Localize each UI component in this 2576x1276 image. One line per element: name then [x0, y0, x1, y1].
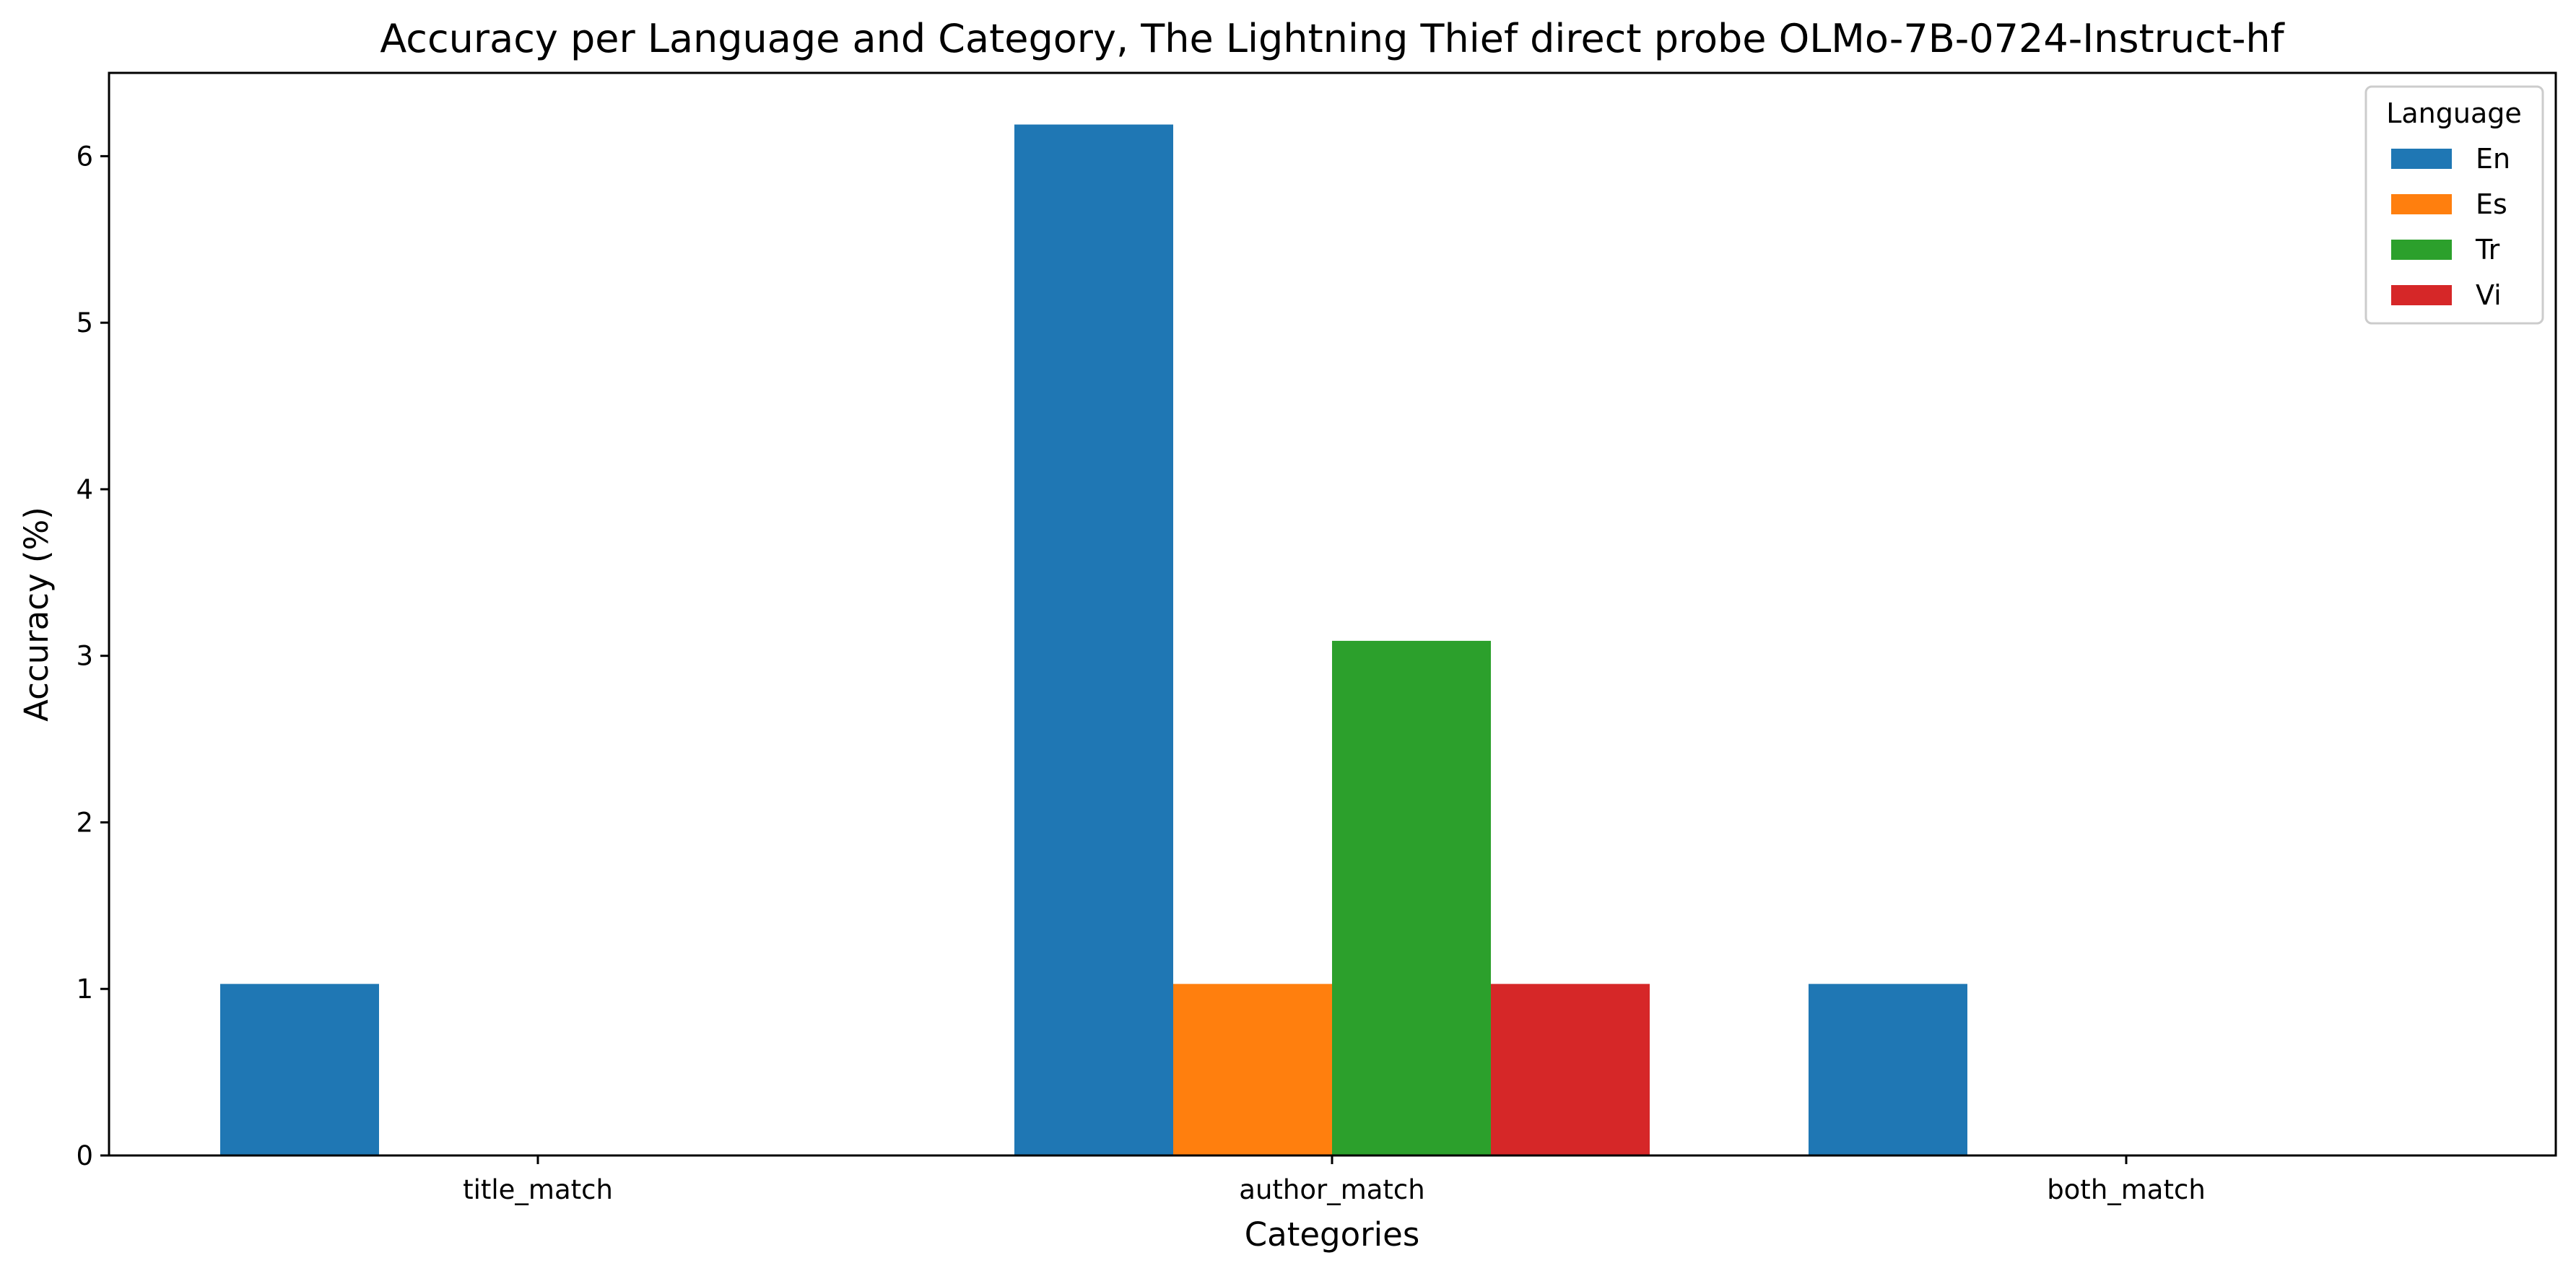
legend-label-en: En [2476, 143, 2510, 175]
chart-title: Accuracy per Language and Category, The … [380, 16, 2285, 61]
y-axis-label: Accuracy (%) [17, 507, 56, 722]
y-tick-label: 5 [76, 307, 93, 338]
y-tick-label: 3 [76, 641, 93, 672]
y-tick-label: 0 [76, 1140, 93, 1171]
legend-items: En Es Tr Vi [2391, 143, 2510, 311]
bar-en-title_match [220, 984, 379, 1155]
x-axis-ticks: title_match author_match both_match [463, 1155, 2206, 1205]
y-tick-label: 6 [76, 141, 93, 172]
x-tick-label-title_match: title_match [463, 1174, 613, 1205]
x-tick-label-both_match: both_match [2047, 1174, 2206, 1205]
bar-es-author_match [1173, 984, 1332, 1155]
bar-en-both_match [1809, 984, 1967, 1155]
legend-box [2364, 85, 2544, 325]
y-tick-label: 2 [76, 807, 93, 838]
bar-tr-author_match [1332, 640, 1491, 1155]
y-axis-ticks: 0 1 2 3 4 5 6 [76, 141, 109, 1171]
legend-swatch-vi [2391, 285, 2452, 305]
y-tick-label: 4 [76, 474, 93, 505]
x-tick-label-author_match: author_match [1239, 1174, 1424, 1205]
legend-title: Language [2386, 97, 2522, 129]
x-axis-label: Categories [1245, 1215, 1420, 1254]
legend-label-tr: Tr [2475, 234, 2500, 266]
legend-swatch-en [2391, 149, 2452, 169]
legend-swatch-tr [2391, 240, 2452, 260]
legend-label-es: Es [2476, 188, 2507, 220]
legend-swatch-es [2391, 194, 2452, 214]
legend-label-vi: Vi [2476, 279, 2502, 311]
legend: Language En Es Tr Vi [2364, 85, 2544, 325]
bars-group [220, 124, 1967, 1156]
bar-en-author_match [1014, 124, 1173, 1156]
bar-vi-author_match [1491, 984, 1650, 1155]
y-tick-label: 1 [76, 974, 93, 1005]
